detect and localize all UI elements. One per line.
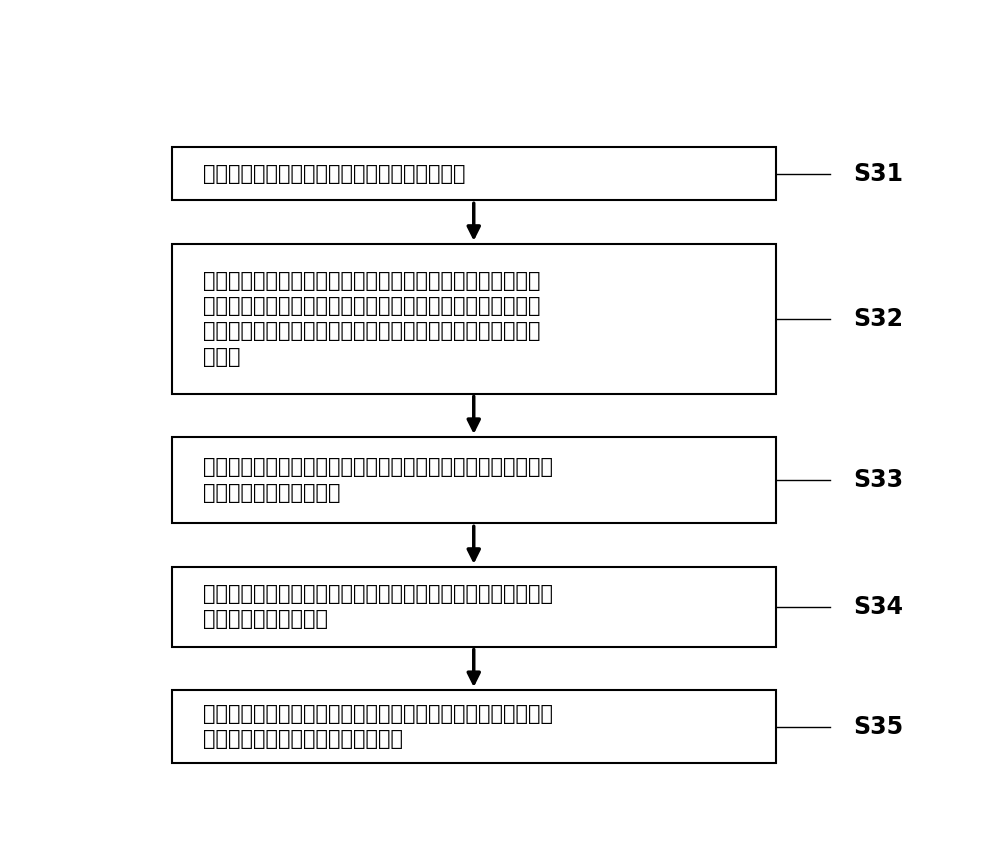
Text: 范位置信息进行比对，从而判断标准元器件在待检测电路板上: 范位置信息进行比对，从而判断标准元器件在待检测电路板上 <box>202 321 540 342</box>
Bar <box>172 690 776 763</box>
Text: S34: S34 <box>854 594 904 618</box>
Text: S33: S33 <box>854 468 904 492</box>
Bar <box>172 244 776 394</box>
Text: 利用分类深度学习模型根据规范分类信息在标准元器件的图像上: 利用分类深度学习模型根据规范分类信息在标准元器件的图像上 <box>202 584 552 604</box>
Text: S31: S31 <box>854 162 904 186</box>
Text: S32: S32 <box>854 306 904 330</box>
Text: 从待检测电路板的图像中摘取标准元器件的图像，并对标准元器: 从待检测电路板的图像中摘取标准元器件的图像，并对标准元器 <box>202 458 552 477</box>
Text: 利用定位深度学习模型，在标准化处理后的图像上得到标准元: 利用定位深度学习模型，在标准化处理后的图像上得到标准元 <box>202 271 540 291</box>
Text: S35: S35 <box>854 714 904 739</box>
Text: 识别标准元器件的类型: 识别标准元器件的类型 <box>202 609 328 630</box>
Text: 的位置: 的位置 <box>202 347 240 367</box>
Text: 器件在待检测电路板上的角点位置信息，将角点位置信息和规: 器件在待检测电路板上的角点位置信息，将角点位置信息和规 <box>202 296 540 316</box>
Text: 结合标准元器件在待检测电路板上的位置和类型，判断标准元器: 结合标准元器件在待检测电路板上的位置和类型，判断标准元器 <box>202 704 552 724</box>
Text: 件的图像进行标准化处理: 件的图像进行标准化处理 <box>202 483 340 503</box>
Bar <box>172 147 776 201</box>
Bar <box>172 567 776 647</box>
Bar <box>172 437 776 523</box>
Text: 采集待检测电路板的图像并对其进行标准化处理: 采集待检测电路板的图像并对其进行标准化处理 <box>202 163 465 183</box>
Text: 件在待检测电路板上的贴装是否正确: 件在待检测电路板上的贴装是否正确 <box>202 729 402 749</box>
